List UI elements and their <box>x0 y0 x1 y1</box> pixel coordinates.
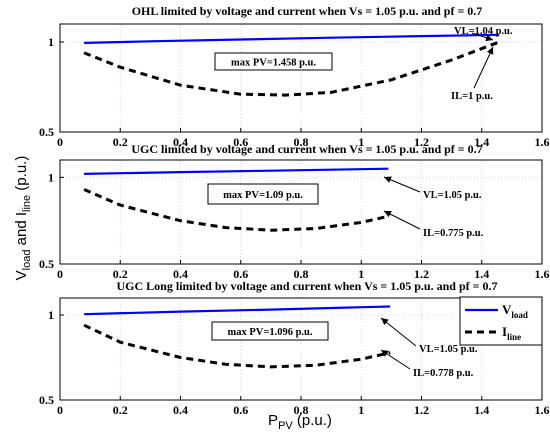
annotation-arrowhead <box>384 211 392 218</box>
panel-1: 0 0.2 0.4 0.6 0.8 1 1.2 1.4 1.6 0.5 1 OHL limited b… <box>39 4 550 149</box>
x-tick-label: 0.8 <box>294 267 309 281</box>
max-pv-label: max PV=1.096 p.u. <box>227 327 312 338</box>
x-tick-label: 0.2 <box>113 135 128 149</box>
x-tick-label: 0.2 <box>113 403 128 417</box>
x-tick-label: 0.4 <box>173 403 188 417</box>
legend-label-line: Iline <box>502 324 521 342</box>
x-label-tail: (p.u.) <box>293 412 332 429</box>
series-iline-line <box>83 323 391 369</box>
series-iline-line <box>83 188 389 232</box>
max-pv-label: max PV=1.458 p.u. <box>231 58 316 69</box>
x-tick-label: 0.6 <box>233 403 248 417</box>
y-label-v: V <box>13 270 30 280</box>
series-vload-line <box>84 305 391 316</box>
annotation-arrow <box>473 46 494 89</box>
annotation-label: VL=1.05 p.u. <box>419 344 478 355</box>
x-tick-label: 0.8 <box>294 135 309 149</box>
x-label-psub: PV <box>278 420 293 432</box>
annotation-arrow <box>380 317 417 347</box>
annotation-label: IL=1 p.u. <box>451 91 493 102</box>
x-tick-label: 1.6 <box>535 403 550 417</box>
annotation-arrowhead <box>381 318 389 326</box>
legend-label-base: V <box>502 302 512 317</box>
legend-label-base: I <box>502 324 507 339</box>
x-axis-label: PPV (p.u.) <box>268 412 332 432</box>
x-tick-label: 1.6 <box>535 135 550 149</box>
x-tick-label: 0 <box>57 135 63 149</box>
annotation-arrowhead <box>381 350 389 357</box>
y-axis-label: Vload and Iline (p.u.) <box>13 156 33 281</box>
x-tick-label: 1.6 <box>535 267 550 281</box>
x-tick-label: 1.4 <box>474 135 489 149</box>
panel-2: 0 0.2 0.4 0.6 0.8 1 1.2 1.4 1.6 0.5 1 UGC limited b… <box>39 142 550 281</box>
x-tick-label: 0 <box>57 267 63 281</box>
y-tick-label: 1 <box>48 35 54 49</box>
x-tick-label: 0.4 <box>173 135 188 149</box>
x-tick-label: 0.2 <box>113 267 128 281</box>
y-label-isub: line <box>21 195 33 212</box>
x-tick-label: 0 <box>57 403 63 417</box>
x-tick-label: 0.6 <box>233 267 248 281</box>
y-tick-label: 0.5 <box>39 125 54 139</box>
annotation-arrowhead <box>384 176 392 183</box>
y-label-tail: (p.u.) <box>13 156 30 195</box>
annotation-label: VL=1.05 p.u. <box>423 190 482 201</box>
max-pv-label: max PV=1.09 p.u. <box>223 190 303 201</box>
x-tick-label: 1 <box>358 135 364 149</box>
series-vload-line <box>84 33 500 44</box>
series-vload-line <box>84 167 389 175</box>
legend-label-sub: load <box>511 310 528 320</box>
legend-box <box>459 296 543 346</box>
series-iline-line <box>83 40 500 97</box>
panel-title: UGC limited by voltage and current when … <box>131 142 482 156</box>
annotation-arrowhead <box>486 47 494 55</box>
panel-3: 0 0.2 0.4 0.6 0.8 1 1.2 1.4 1.6 0.5 1 UGC Long limi… <box>39 279 550 417</box>
x-tick-label: 1.4 <box>474 403 489 417</box>
max-pv-box <box>214 52 333 71</box>
x-tick-label: 1.2 <box>414 267 429 281</box>
y-label-vsub: load <box>21 250 33 271</box>
annotation-label: IL=0.778 p.u. <box>413 368 474 379</box>
x-label-p: P <box>268 412 278 429</box>
annotation-label: IL=0.775 p.u. <box>423 228 484 239</box>
y-tick-label: 0.5 <box>39 393 54 407</box>
panel-title: OHL limited by voltage and current when … <box>132 4 483 18</box>
annotation-arrowhead <box>485 34 493 42</box>
max-pv-box <box>211 321 329 341</box>
legend-label-load: Vload <box>502 302 528 320</box>
x-tick-label: 1 <box>358 267 364 281</box>
x-tick-label: 1 <box>358 403 364 417</box>
annotation-label: VL=1.04 p.u. <box>454 26 513 37</box>
y-label-and: and I <box>13 212 30 250</box>
legend-label-sub: line <box>507 332 521 342</box>
panel-title: UGC Long limited by voltage and current … <box>117 279 498 293</box>
y-tick-label: 1 <box>48 308 54 322</box>
max-pv-box <box>207 183 319 205</box>
y-tick-label: 0.5 <box>39 257 54 271</box>
x-tick-label: 1.2 <box>414 135 429 149</box>
x-tick-label: 1.2 <box>414 403 429 417</box>
x-tick-label: 0.4 <box>173 267 188 281</box>
x-tick-label: 1.4 <box>474 267 489 281</box>
x-tick-label: 0.6 <box>233 135 248 149</box>
y-tick-label: 1 <box>48 170 54 184</box>
x-tick-label: 0.8 <box>294 403 309 417</box>
